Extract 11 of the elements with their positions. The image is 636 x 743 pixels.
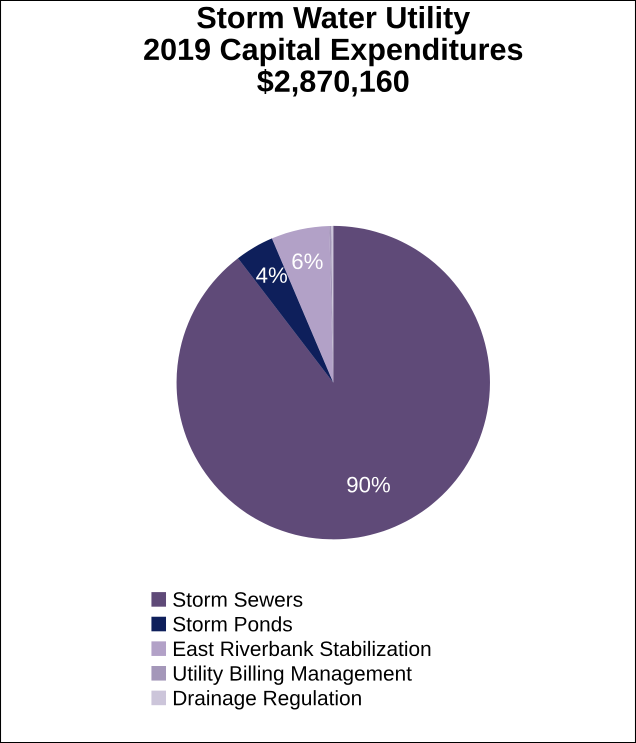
legend-label: Storm Ponds <box>173 616 292 632</box>
legend-label: Utility Billing Management <box>174 665 412 685</box>
data-label: 4% <box>256 267 287 283</box>
legend-label: East Riverbank Stabilization <box>174 640 430 656</box>
data-label: 90% <box>347 476 390 493</box>
chart-title: Storm Water Utility 2019 Capital Expenditures $2,870,160 <box>144 6 522 96</box>
pie-slice <box>238 238 334 383</box>
legend-label: Drainage Regulation <box>174 690 361 710</box>
legend-label: Storm Sewers <box>173 592 302 607</box>
pie-slice <box>176 226 490 540</box>
data-label: 6% <box>292 253 323 270</box>
